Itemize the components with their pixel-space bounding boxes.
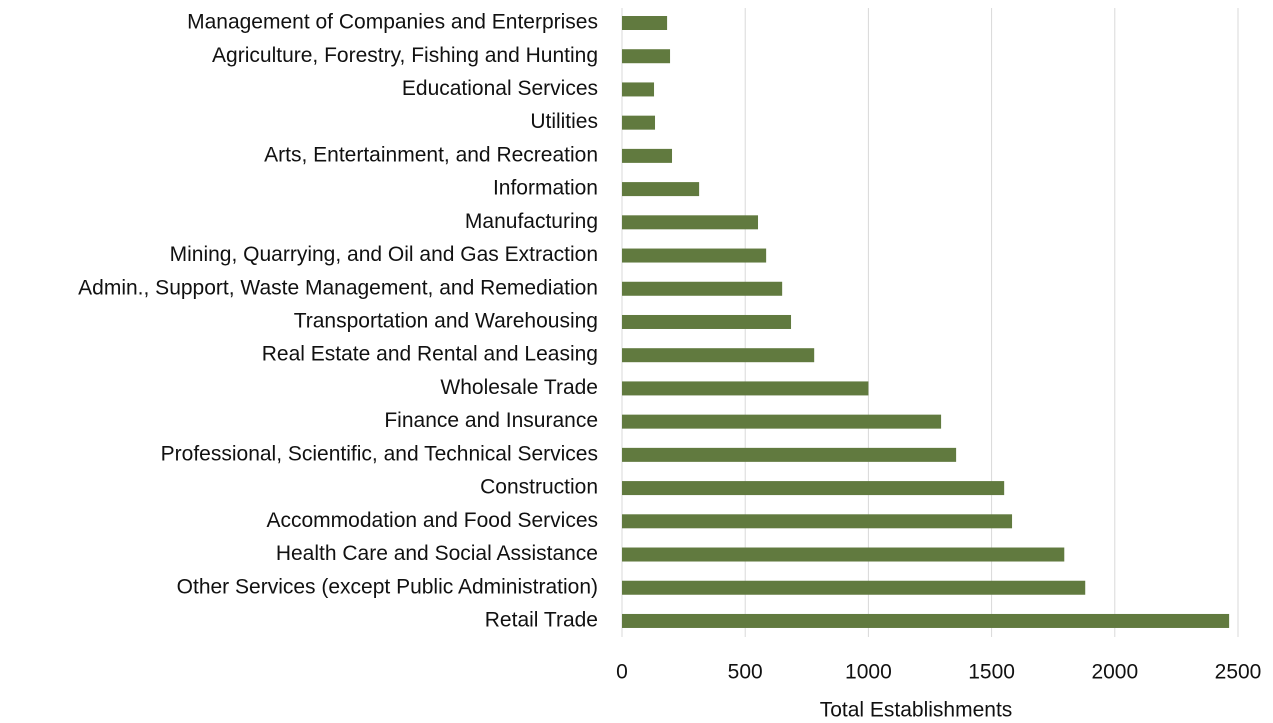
- bar: [622, 281, 783, 296]
- x-tick-label: 2500: [1215, 661, 1262, 684]
- bar: [622, 348, 815, 363]
- y-tick-label: Accommodation and Food Services: [267, 509, 599, 532]
- bar: [622, 447, 957, 462]
- y-tick-label: Finance and Insurance: [384, 409, 598, 432]
- bar: [622, 414, 942, 429]
- bar: [622, 481, 1005, 496]
- x-tick-label: 0: [616, 661, 628, 684]
- bar: [622, 248, 767, 263]
- y-tick-label: Arts, Entertainment, and Recreation: [264, 143, 598, 166]
- y-tick-label: Mining, Quarrying, and Oil and Gas Extra…: [170, 243, 598, 266]
- y-tick-label: Manufacturing: [465, 210, 598, 233]
- y-tick-label: Other Services (except Public Administra…: [177, 575, 598, 598]
- bar: [622, 148, 673, 163]
- bar: [622, 514, 1013, 529]
- x-tick-label: 1500: [968, 661, 1015, 684]
- bar: [622, 547, 1065, 562]
- y-tick-label: Educational Services: [402, 77, 598, 100]
- bar: [622, 82, 655, 97]
- bar: [622, 381, 869, 396]
- y-tick-label: Information: [493, 177, 598, 200]
- x-axis-title: Total Establishments: [820, 699, 1013, 722]
- y-tick-label: Utilities: [530, 110, 598, 133]
- y-tick-label: Real Estate and Rental and Leasing: [262, 343, 598, 366]
- y-tick-label: Wholesale Trade: [440, 376, 598, 399]
- y-tick-label: Agriculture, Forestry, Fishing and Hunti…: [212, 44, 598, 67]
- y-tick-label: Transportation and Warehousing: [294, 310, 598, 333]
- y-tick-label: Professional, Scientific, and Technical …: [161, 442, 598, 465]
- y-tick-label: Health Care and Social Assistance: [276, 542, 598, 565]
- x-tick-label: 500: [728, 661, 763, 684]
- y-tick-label: Retail Trade: [485, 609, 598, 632]
- y-tick-label: Construction: [480, 476, 598, 499]
- bar: [622, 182, 700, 197]
- x-tick-label: 2000: [1091, 661, 1138, 684]
- y-tick-label: Admin., Support, Waste Management, and R…: [78, 276, 598, 299]
- bar: [622, 16, 668, 30]
- y-tick-label: Management of Companies and Enterprises: [187, 11, 598, 34]
- x-tick-label: 1000: [845, 661, 892, 684]
- bar: [622, 115, 656, 130]
- bar: [622, 215, 759, 230]
- bar: [622, 314, 792, 329]
- bar: [622, 613, 1230, 628]
- bar: [622, 49, 671, 64]
- bar: [622, 580, 1086, 595]
